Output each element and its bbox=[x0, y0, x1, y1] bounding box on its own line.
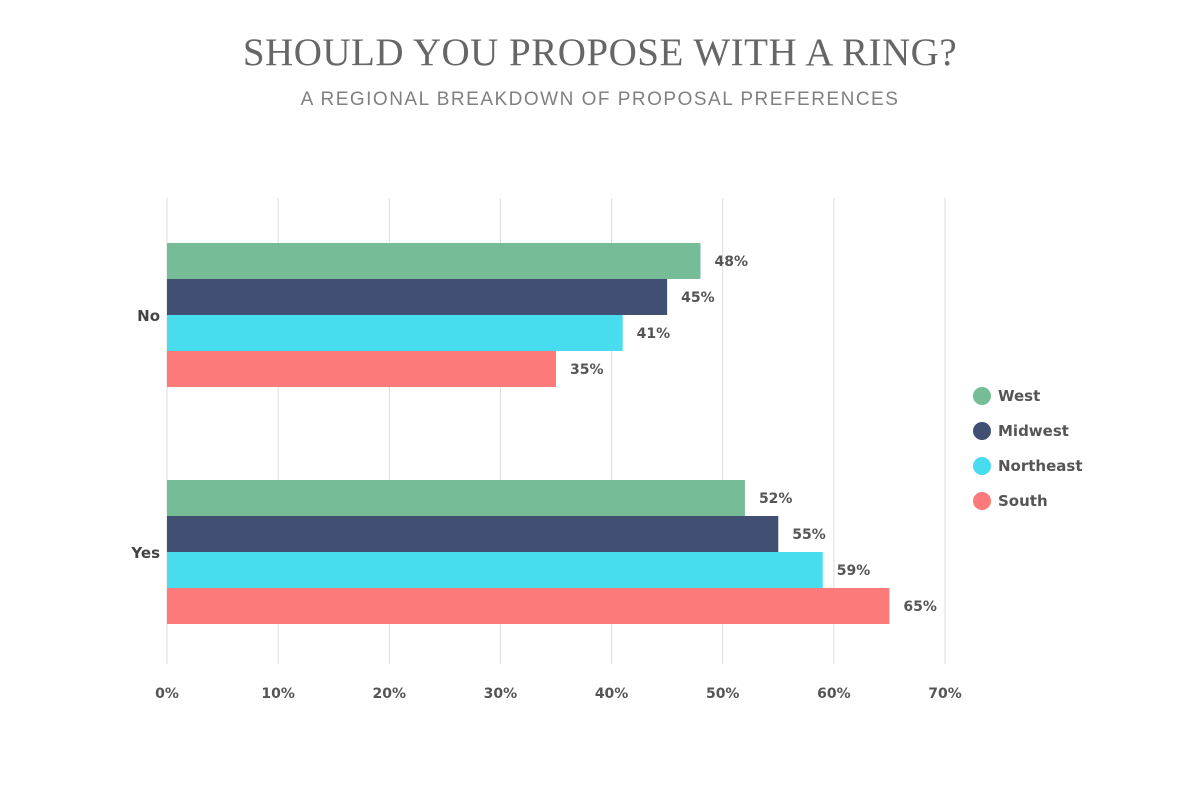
category-label-no: No bbox=[137, 307, 160, 325]
data-label-midwest-no: 45% bbox=[681, 290, 715, 306]
chart-title: SHOULD YOU PROPOSE WITH A RING? bbox=[242, 31, 958, 74]
x-tick-label: 50% bbox=[706, 686, 740, 702]
legend-item-northeast: Northeast bbox=[973, 448, 1173, 483]
legend-swatch bbox=[973, 491, 991, 510]
legend: West Midwest Northeast South bbox=[973, 378, 1173, 518]
x-tick-label: 20% bbox=[373, 686, 407, 702]
bar-west-yes bbox=[167, 480, 745, 516]
x-tick-label: 40% bbox=[595, 686, 629, 702]
legend-label: Northeast bbox=[998, 456, 1083, 475]
chart-subtitle: A REGIONAL BREAKDOWN OF PROPOSAL PREFERE… bbox=[300, 89, 900, 110]
bar-midwest-no bbox=[167, 279, 668, 315]
data-labels-group: 48% 45% 41% 35% 52% 55% 59% 65% bbox=[570, 254, 937, 615]
legend-swatch bbox=[973, 456, 991, 475]
bar-northeast-yes bbox=[167, 552, 823, 588]
data-label-west-yes: 52% bbox=[759, 491, 793, 507]
legend-item-west: West bbox=[973, 378, 1173, 413]
data-label-northeast-yes: 59% bbox=[837, 563, 871, 579]
x-tick-label: 70% bbox=[928, 686, 962, 702]
bar-midwest-yes bbox=[167, 516, 779, 552]
legend-label: West bbox=[998, 386, 1041, 405]
data-label-west-no: 48% bbox=[714, 254, 748, 270]
legend-swatch bbox=[973, 386, 991, 405]
bar-south-no bbox=[167, 351, 556, 387]
bar-west-no bbox=[167, 243, 701, 279]
bar-northeast-no bbox=[167, 315, 623, 351]
legend-item-south: South bbox=[973, 483, 1173, 518]
bar-south-yes bbox=[167, 588, 890, 624]
category-label-yes: Yes bbox=[130, 544, 160, 562]
data-label-midwest-yes: 55% bbox=[792, 527, 826, 543]
legend-label: Midwest bbox=[998, 421, 1069, 440]
data-label-northeast-no: 41% bbox=[637, 326, 671, 342]
data-label-south-yes: 65% bbox=[903, 599, 937, 615]
legend-swatch bbox=[973, 421, 991, 440]
category-labels-group: No Yes bbox=[130, 307, 160, 562]
x-tick-label: 0% bbox=[155, 686, 179, 702]
legend-item-midwest: Midwest bbox=[973, 413, 1173, 448]
data-label-south-no: 35% bbox=[570, 362, 604, 378]
x-tick-label: 30% bbox=[484, 686, 518, 702]
x-tick-label: 10% bbox=[261, 686, 295, 702]
bars-group bbox=[167, 243, 890, 624]
legend-label: South bbox=[998, 491, 1048, 510]
x-axis-ticks-group: 0% 10% 20% 30% 40% 50% 60% 70% bbox=[155, 686, 962, 702]
x-tick-label: 60% bbox=[817, 686, 851, 702]
